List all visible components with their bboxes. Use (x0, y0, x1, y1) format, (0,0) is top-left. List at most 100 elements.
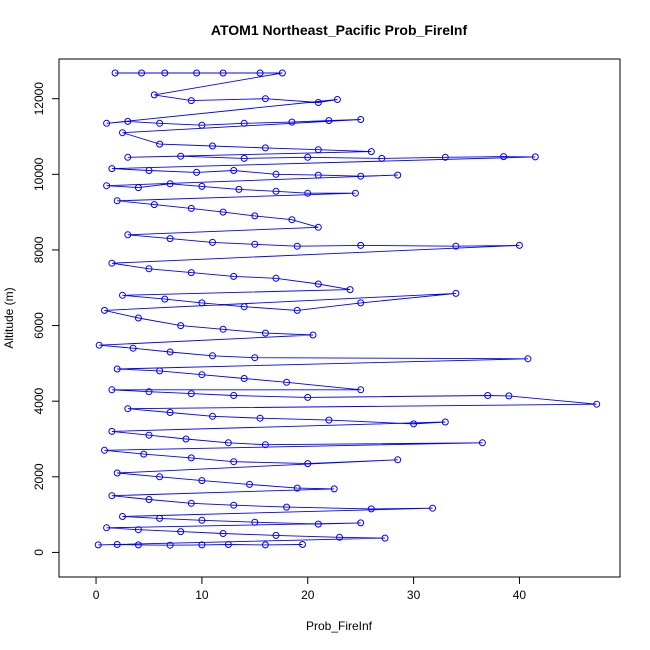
data-point (293, 306, 301, 314)
data-point (94, 541, 102, 549)
data-point (230, 458, 238, 466)
data-point (166, 348, 174, 356)
data-point (336, 533, 343, 541)
data-point (314, 99, 322, 106)
data-point (198, 541, 206, 549)
data-point (119, 291, 126, 299)
data-point (161, 69, 169, 77)
data-point (261, 144, 269, 152)
data-point (108, 259, 116, 267)
data-point (198, 371, 206, 379)
data-point (261, 541, 269, 549)
data-point (103, 182, 111, 190)
data-point (198, 516, 206, 524)
data-point (515, 241, 523, 249)
data-point (113, 469, 121, 477)
data-point (381, 534, 389, 542)
data-point (166, 541, 174, 549)
data-point (452, 289, 460, 297)
data-point (219, 530, 227, 537)
x-tick-label: 0 (93, 588, 100, 602)
data-point (256, 69, 264, 77)
series-line (98, 72, 597, 546)
data-point (230, 167, 238, 174)
data-point (251, 240, 259, 248)
data-point (240, 375, 248, 382)
data-point (272, 531, 280, 539)
data-point (283, 503, 291, 511)
data-point (113, 197, 121, 205)
data-point (101, 446, 108, 454)
data-point (198, 477, 206, 485)
data-point (113, 541, 121, 548)
data-point (346, 286, 354, 294)
data-point (224, 439, 232, 447)
chart-title: ATOM1 Northeast_Pacific Prob_FireInf (211, 22, 468, 38)
data-point (129, 344, 137, 352)
data-point (261, 95, 269, 103)
data-point (108, 492, 116, 500)
data-point (441, 418, 449, 426)
data-point (304, 393, 312, 401)
data-point (304, 460, 312, 468)
data-point (524, 355, 532, 363)
series-points (94, 69, 601, 549)
data-point (198, 299, 206, 307)
data-point (441, 153, 449, 161)
data-point (283, 378, 291, 386)
data-point (230, 392, 238, 399)
data-point (251, 212, 259, 220)
data-point (314, 280, 322, 288)
data-point (314, 520, 322, 528)
data-point (209, 238, 216, 246)
data-point (101, 306, 108, 314)
data-point (219, 325, 227, 333)
data-point (484, 392, 492, 399)
x-tick-label: 30 (407, 588, 421, 602)
y-axis: 0 2000 4000 6000 8000 10000 12000 (32, 82, 60, 556)
data-point (299, 541, 306, 548)
data-point (156, 473, 164, 481)
data-point (187, 97, 195, 105)
data-point (161, 295, 169, 303)
data-point (429, 504, 437, 512)
data-point (230, 272, 238, 280)
data-point (156, 514, 164, 522)
data-point (333, 96, 341, 103)
data-point (351, 189, 359, 197)
data-point (593, 400, 601, 408)
data-point (240, 119, 248, 127)
data-point (261, 441, 269, 449)
data-point (182, 435, 190, 443)
data-point (187, 269, 195, 277)
data-point (108, 386, 116, 394)
data-point (505, 392, 513, 400)
y-axis-label: Altitude (m) (2, 287, 16, 348)
data-point (145, 265, 153, 273)
data-point (134, 541, 142, 549)
data-point (108, 427, 116, 435)
data-point (240, 303, 248, 311)
data-point (150, 91, 158, 99)
data-point (145, 167, 153, 174)
data-point (198, 121, 206, 129)
data-point (108, 165, 116, 173)
data-point (235, 185, 243, 193)
data-point (219, 69, 227, 77)
data-point (357, 519, 365, 527)
data-point (166, 235, 174, 243)
data-point (288, 216, 296, 224)
data-point (145, 388, 153, 396)
x-axis-label: Prob_FireInf (306, 619, 373, 633)
data-point (272, 170, 280, 178)
data-point (187, 454, 195, 462)
data-point (209, 142, 216, 150)
data-point (304, 189, 312, 197)
data-point (357, 386, 365, 394)
data-point (314, 223, 322, 231)
data-point (304, 153, 312, 161)
data-point (325, 117, 333, 125)
data-point (367, 148, 375, 156)
data-point (187, 204, 195, 212)
